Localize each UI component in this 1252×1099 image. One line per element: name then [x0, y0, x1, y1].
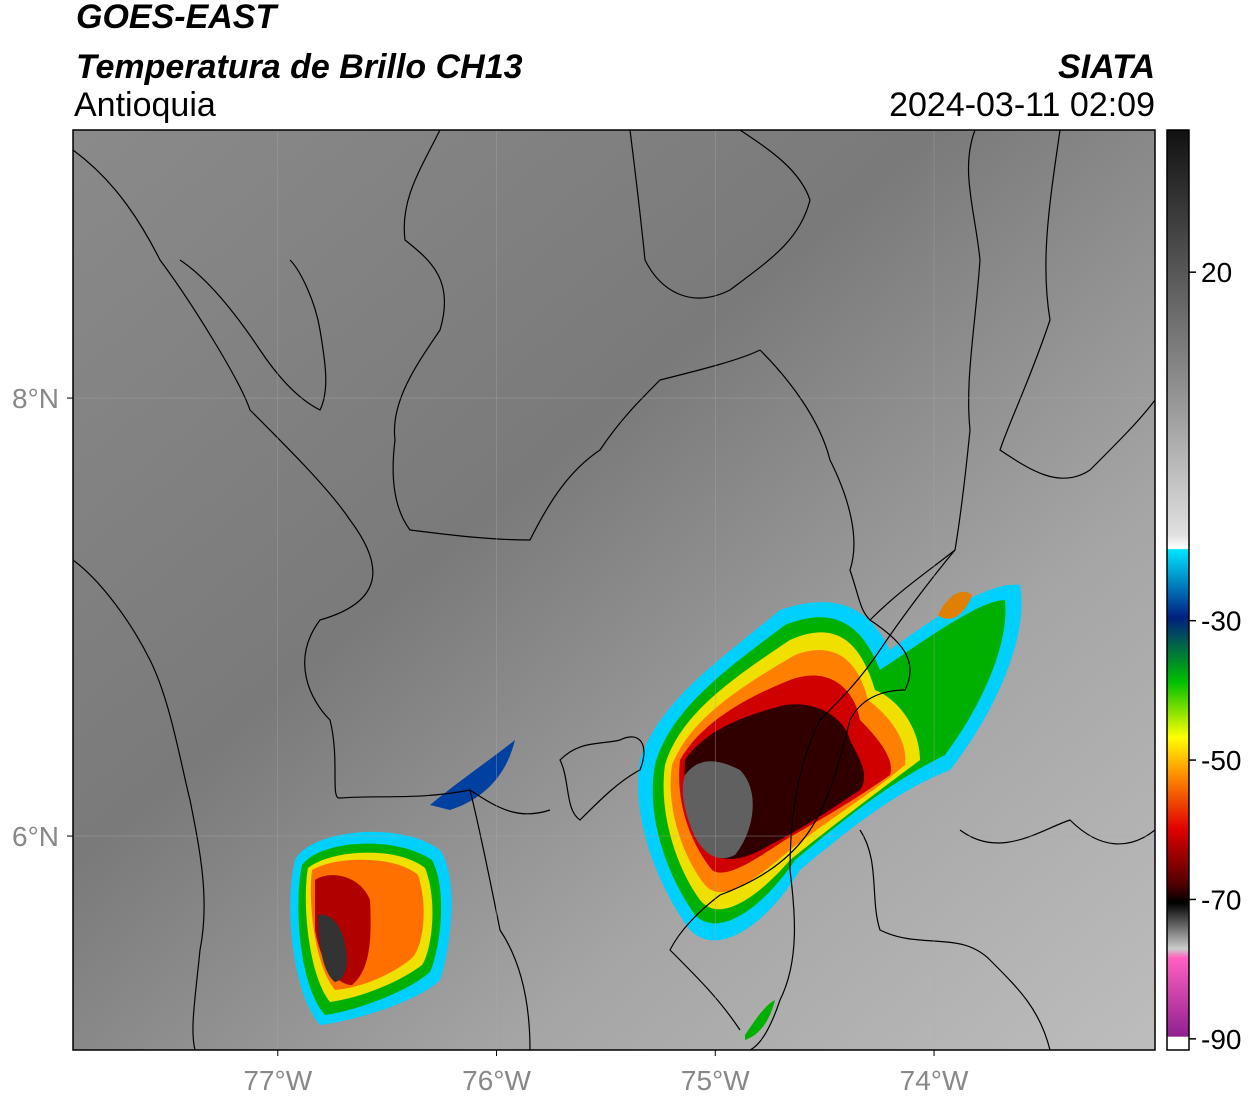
timestamp: 2024-03-11 02:09	[889, 86, 1155, 124]
map-frame	[72, 129, 1156, 1051]
colorbar-tick-label: -90	[1201, 1024, 1241, 1055]
source: GOES-EAST	[76, 0, 279, 36]
map	[73, 130, 1155, 1050]
colorbar-tick-label: -70	[1201, 884, 1241, 915]
colorbar-tick-label: -30	[1201, 606, 1241, 637]
x-tick-label: 75°W	[681, 1065, 750, 1096]
x-tick-label: 77°W	[243, 1065, 312, 1096]
x-tick-label: 76°W	[462, 1065, 531, 1096]
small-cloud	[938, 591, 972, 619]
small-cloud	[430, 740, 515, 810]
borders	[73, 130, 1155, 1050]
agency: SIATA	[1058, 48, 1155, 86]
product: Temperatura de Brillo CH13	[76, 48, 523, 86]
colorbar-tick-label: -50	[1201, 745, 1241, 776]
y-tick-label: 6°N	[12, 821, 59, 852]
storm-west	[290, 831, 452, 1025]
colorbar-tick-label: 20	[1201, 257, 1232, 288]
small-cloud	[745, 1000, 775, 1040]
region: Antioquia	[74, 86, 216, 124]
satellite-image	[73, 130, 1155, 1050]
x-tick-label: 74°W	[900, 1065, 969, 1096]
storm-east	[638, 584, 1022, 941]
y-tick-label: 8°N	[12, 383, 59, 414]
colorbar	[1166, 129, 1190, 1051]
